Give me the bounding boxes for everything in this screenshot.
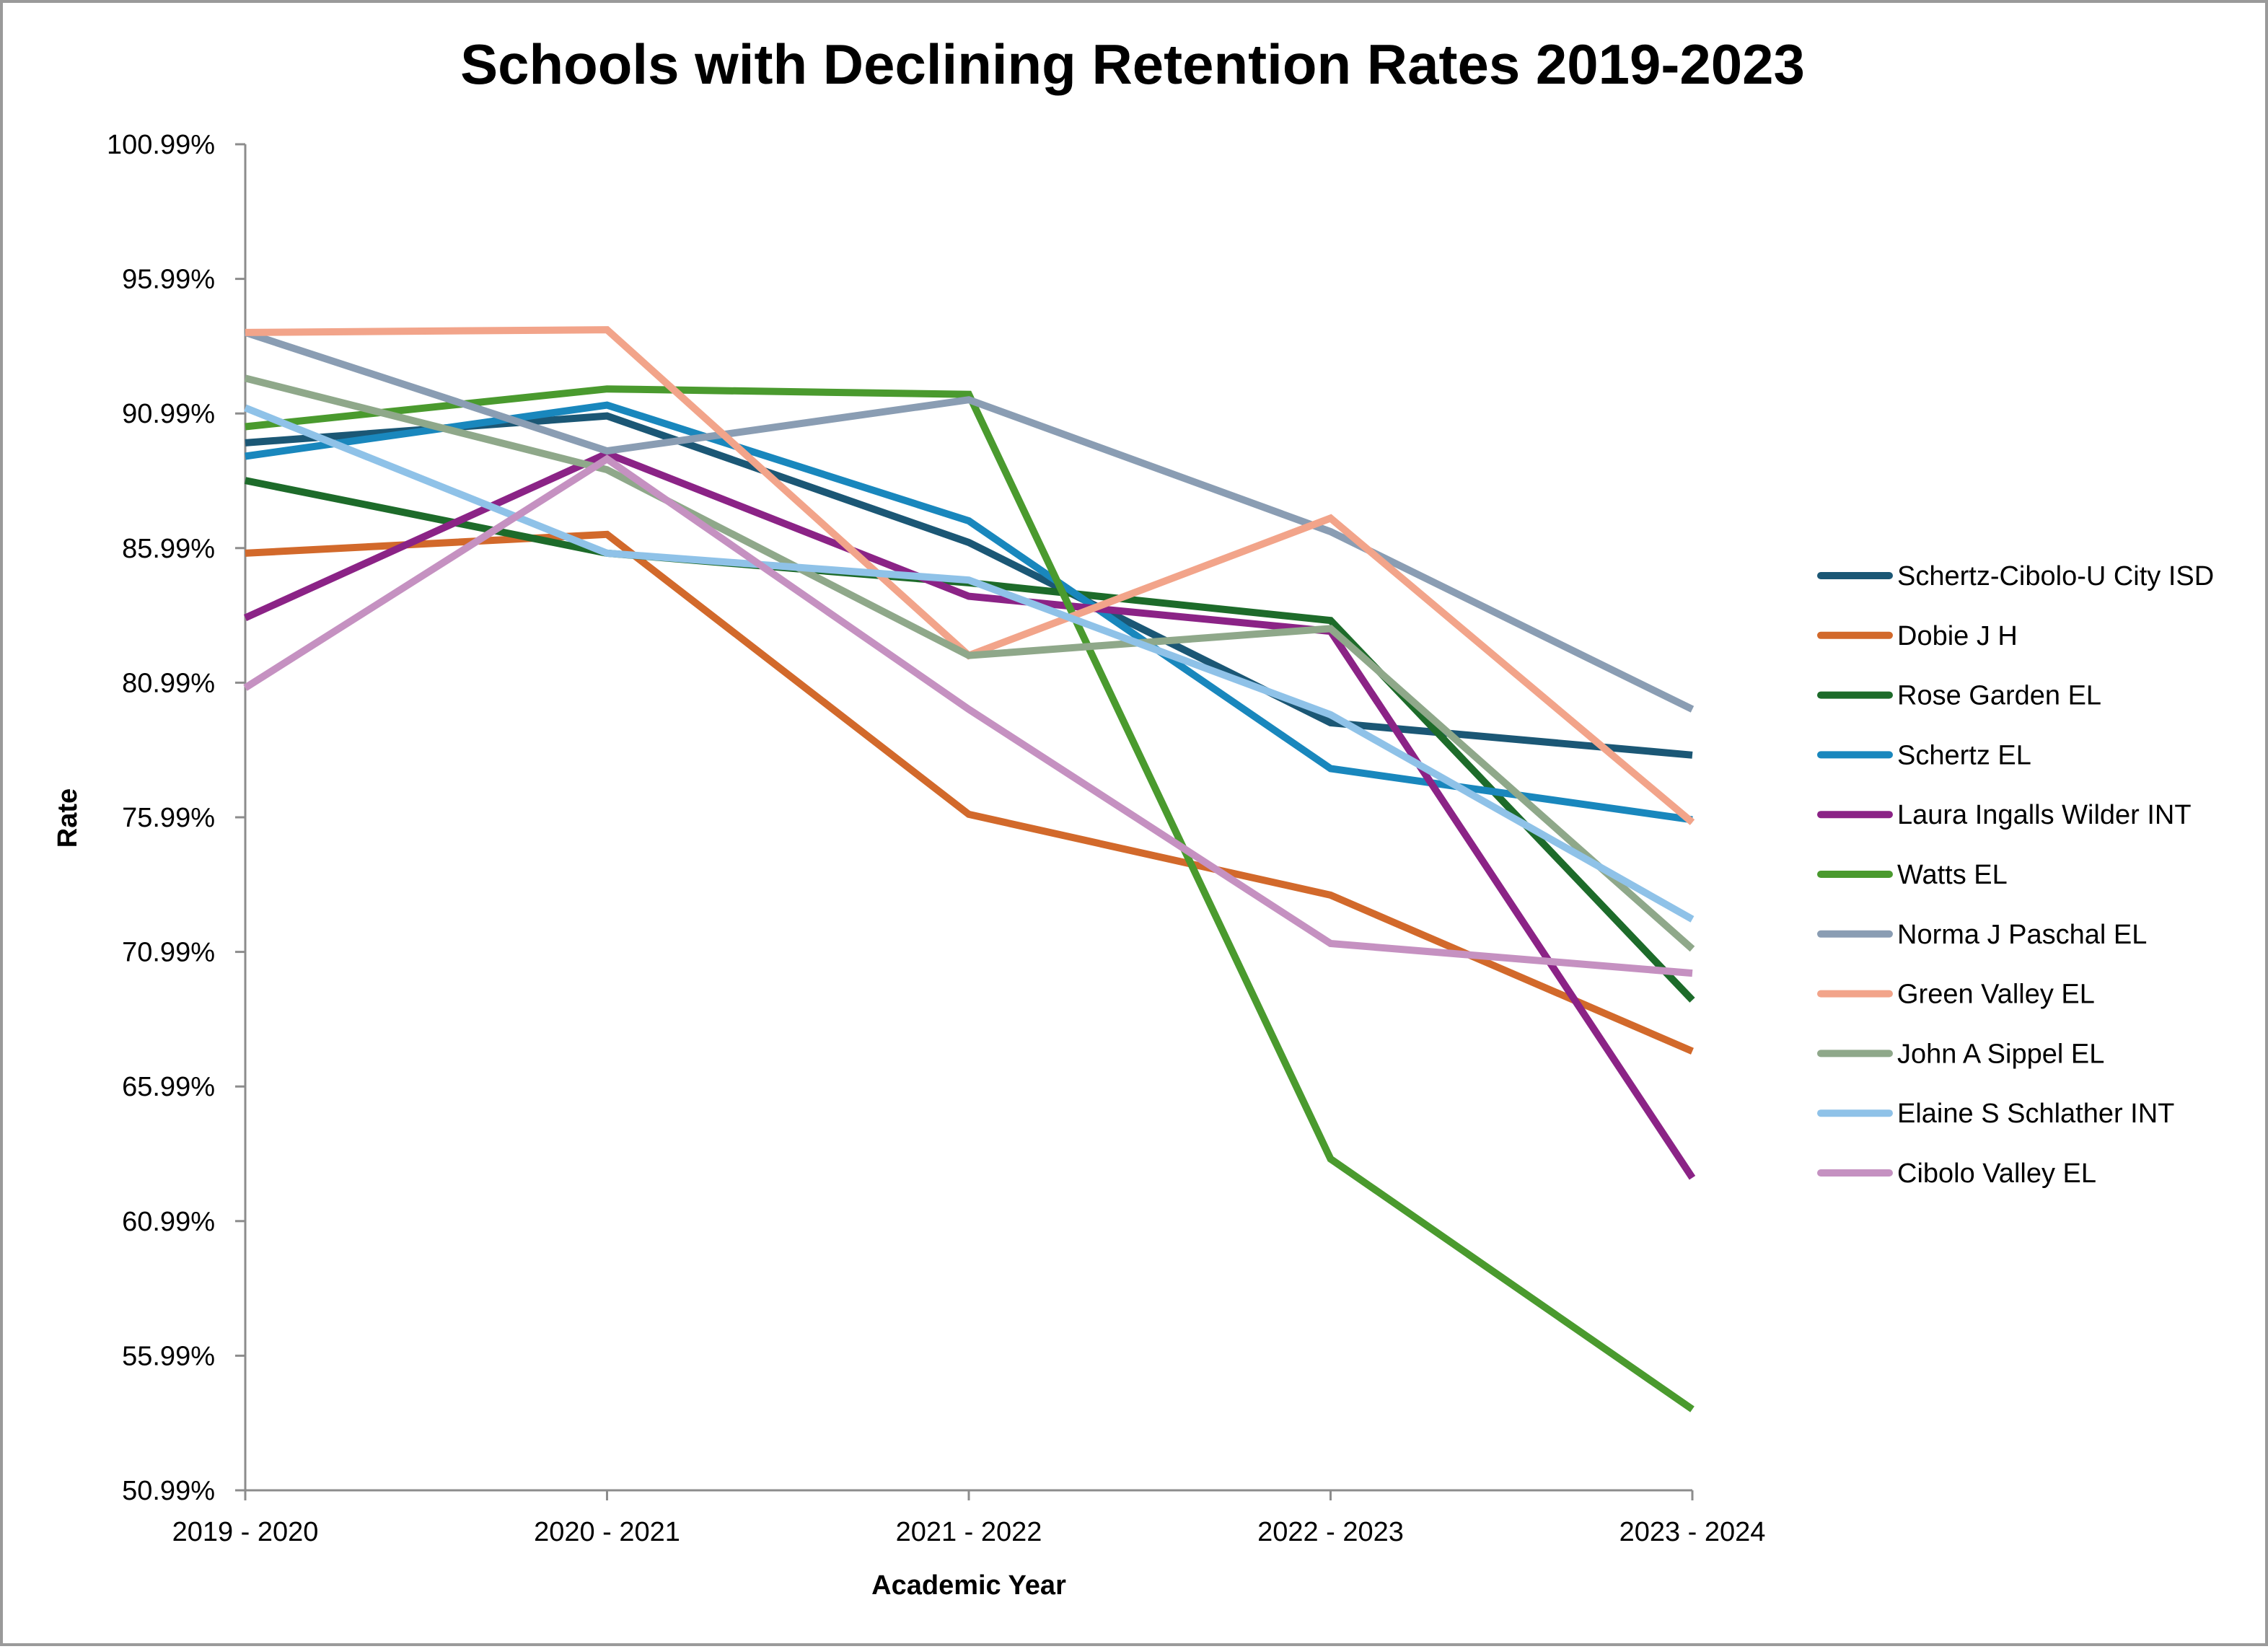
series-lines (243, 326, 1696, 1412)
legend-label: Green Valley EL (1897, 980, 2095, 1010)
y-tick-label: 55.99% (122, 1341, 215, 1371)
y-tick-label: 85.99% (122, 534, 215, 564)
y-tick-label: 70.99% (122, 938, 215, 968)
y-axis-title: Rate (53, 788, 83, 848)
chart-title: Schools with Declining Retention Rates 2… (460, 32, 1805, 96)
legend-label: Rose Garden EL (1897, 681, 2101, 711)
x-tick-label: 2019 - 2020 (172, 1517, 319, 1547)
y-tick-label: 100.99% (107, 130, 215, 160)
series-line-john-a-sippel-el (244, 374, 1695, 952)
legend-label: Laura Ingalls Wilder INT (1897, 800, 2192, 830)
y-tick-label: 90.99% (122, 399, 215, 429)
series-line-norma-j-paschal-el (244, 329, 1695, 713)
legend-label: Norma J Paschal EL (1897, 920, 2147, 950)
y-tick-label: 65.99% (122, 1072, 215, 1102)
x-axis: 2019 - 2020 2020 - 2021 2021 - 2022 2022 - … (172, 1489, 1766, 1547)
series-line-rose-garden-el (245, 477, 1695, 1003)
legend-label: Watts EL (1897, 860, 2008, 890)
series-line-cibolo-valley-el (243, 454, 1693, 977)
legend: Schertz-Cibolo-U City ISD Dobie J H Rose G… (1817, 561, 2214, 1189)
x-tick-label: 2023 - 2024 (1619, 1517, 1766, 1547)
legend-label: Schertz EL (1897, 740, 2031, 770)
legend-label: Dobie J H (1897, 621, 2018, 651)
x-tick-label: 2020 - 2021 (534, 1517, 680, 1547)
y-tick-label: 60.99% (122, 1207, 215, 1237)
series-line-dobie-j-h (245, 530, 1694, 1055)
legend-label: John A Sippel EL (1897, 1039, 2104, 1069)
legend-label: Schertz-Cibolo-U City ISD (1897, 561, 2214, 592)
y-tick-label: 80.99% (122, 668, 215, 698)
x-tick-label: 2022 - 2023 (1257, 1517, 1404, 1547)
y-tick-label: 75.99% (122, 803, 215, 833)
legend-label: Elaine S Schlather INT (1897, 1099, 2174, 1129)
series-line-watts-el (245, 385, 1695, 1412)
x-tick-label: 2021 - 2022 (896, 1517, 1042, 1547)
legend-label: Cibolo Valley EL (1897, 1158, 2096, 1189)
x-axis-title: Academic Year (871, 1570, 1066, 1601)
y-tick-label: 95.99% (122, 265, 215, 295)
line-chart: Schools with Declining Retention Rates 2… (53, 32, 2214, 1601)
y-tick-label: 50.99% (122, 1476, 215, 1506)
y-axis: 50.99% 55.99% 60.99% 65.99% 70.99% 75.99% 80.9… (107, 130, 247, 1506)
series-line-elaine-s-schlather-int (244, 404, 1695, 923)
